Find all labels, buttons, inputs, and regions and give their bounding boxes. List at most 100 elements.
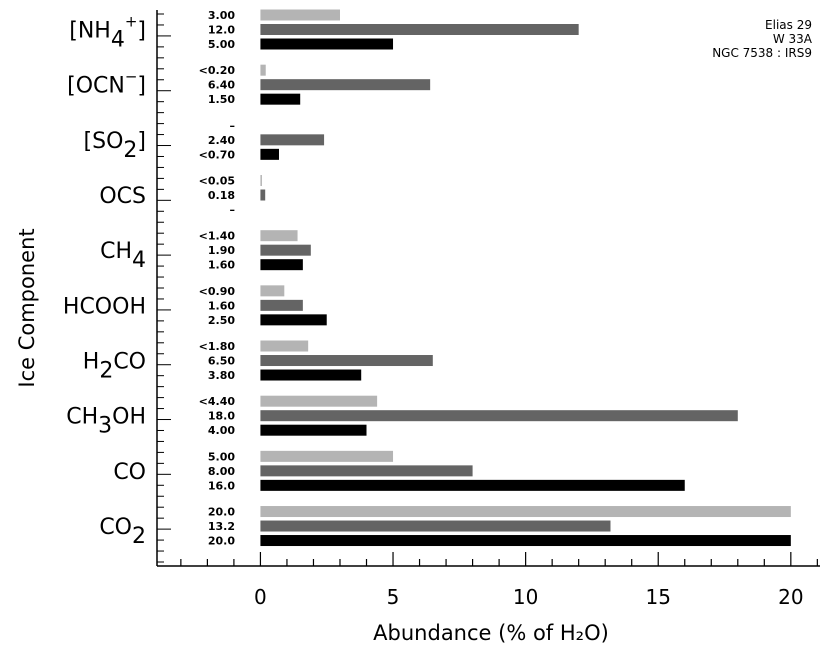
x-axis-title: Abundance (% of H₂O) bbox=[373, 621, 609, 645]
data-label: 0.18 bbox=[208, 189, 235, 202]
bar bbox=[260, 259, 303, 271]
category-label-part: OH bbox=[112, 405, 146, 430]
category-label-part: [NH bbox=[69, 19, 111, 44]
category-label: [OCN−] bbox=[67, 68, 146, 99]
bar bbox=[260, 134, 325, 146]
bar bbox=[260, 244, 311, 256]
value-labels: 3.0012.05.00<0.206.401.50–2.40<0.70<0.05… bbox=[199, 9, 236, 548]
category-label-part: [OCN bbox=[67, 74, 125, 99]
bar bbox=[260, 64, 266, 76]
category-label-part: ] bbox=[137, 19, 146, 44]
data-label: 20.0 bbox=[208, 535, 235, 548]
data-label: 12.0 bbox=[208, 24, 235, 37]
category-label-part: + bbox=[125, 13, 138, 31]
legend-entry: Elias 29 bbox=[765, 18, 812, 32]
bar-group bbox=[260, 9, 791, 547]
y-axis-title: Ice Component bbox=[15, 228, 39, 387]
bar bbox=[260, 395, 378, 407]
data-label: <0.20 bbox=[199, 64, 236, 77]
category-label-part: 2 bbox=[99, 359, 113, 384]
category-label-part: HCOOH bbox=[63, 294, 146, 319]
data-label: 6.40 bbox=[208, 79, 235, 92]
category-label-part: H bbox=[83, 350, 100, 375]
data-label: 20.0 bbox=[208, 506, 235, 519]
bar bbox=[260, 479, 685, 491]
bar bbox=[260, 230, 298, 242]
bar bbox=[260, 285, 285, 297]
data-label: <1.80 bbox=[199, 340, 236, 353]
category-label-part: 2 bbox=[132, 524, 146, 549]
bar bbox=[260, 340, 309, 352]
bar bbox=[260, 79, 431, 91]
bar bbox=[260, 299, 303, 311]
y-axis-ticks bbox=[157, 13, 171, 563]
data-label: 5.00 bbox=[208, 450, 235, 463]
data-label: 6.50 bbox=[208, 355, 235, 368]
data-label: 1.90 bbox=[208, 244, 235, 257]
bar bbox=[260, 369, 362, 381]
data-label: 3.80 bbox=[208, 369, 235, 382]
x-tick-label: 5 bbox=[387, 585, 400, 609]
data-label: <0.70 bbox=[199, 148, 236, 161]
bar bbox=[260, 450, 394, 462]
data-label: <1.40 bbox=[199, 230, 236, 243]
bar bbox=[260, 38, 394, 50]
category-label-part: CO bbox=[99, 515, 132, 540]
category-label-part: CO bbox=[113, 460, 146, 485]
data-label: 13.2 bbox=[208, 520, 235, 533]
data-label: <0.05 bbox=[199, 175, 235, 188]
data-label: <4.40 bbox=[199, 395, 236, 408]
x-axis-ticks: 0 5 10 15 20 bbox=[180, 552, 818, 609]
category-label: H2CO bbox=[83, 350, 146, 384]
legend-entry: W 33A bbox=[773, 32, 813, 46]
bar bbox=[260, 9, 340, 21]
bar bbox=[260, 175, 262, 187]
category-label: [NH4+] bbox=[69, 13, 146, 53]
data-label: 3.00 bbox=[208, 9, 235, 22]
bar bbox=[260, 148, 279, 160]
category-label-part: CO bbox=[113, 350, 146, 375]
category-label-part: 4 bbox=[111, 28, 125, 53]
category-label: CH4 bbox=[100, 239, 146, 273]
category-label: OCS bbox=[99, 184, 146, 209]
x-tick-label: 0 bbox=[254, 585, 267, 609]
bar bbox=[260, 93, 301, 105]
category-label-part: [SO bbox=[84, 129, 124, 154]
category-label-part: OCS bbox=[99, 184, 146, 209]
bar bbox=[260, 520, 611, 532]
x-tick-label: 10 bbox=[513, 585, 538, 609]
data-label: 8.00 bbox=[208, 465, 235, 478]
data-label: 1.60 bbox=[208, 299, 235, 312]
data-label: 2.40 bbox=[208, 134, 235, 147]
bar bbox=[260, 189, 266, 201]
data-label: – bbox=[230, 204, 236, 217]
bar bbox=[260, 355, 433, 367]
category-label-part: 3 bbox=[98, 414, 112, 439]
bar bbox=[260, 410, 738, 422]
bar bbox=[260, 424, 367, 436]
category-label-part: CH bbox=[100, 239, 132, 264]
x-tick-label: 20 bbox=[778, 585, 803, 609]
data-label: 16.0 bbox=[208, 479, 235, 492]
category-label-part: 4 bbox=[132, 248, 146, 273]
category-label-part: − bbox=[125, 68, 138, 86]
category-label-part: 2 bbox=[123, 138, 137, 163]
bar bbox=[260, 314, 327, 326]
data-label: 5.00 bbox=[208, 38, 235, 51]
bar bbox=[260, 506, 791, 518]
category-label: CH3OH bbox=[66, 405, 146, 439]
bar bbox=[260, 24, 579, 35]
category-label-part: ] bbox=[137, 74, 146, 99]
category-label: CO bbox=[113, 460, 146, 485]
legend-entry: NGC 7538 : IRS9 bbox=[712, 46, 812, 60]
category-label: [SO2] bbox=[84, 129, 146, 163]
data-label: 1.60 bbox=[208, 259, 235, 272]
data-label: 4.00 bbox=[208, 424, 235, 437]
data-label: – bbox=[230, 119, 236, 132]
x-tick-label: 15 bbox=[646, 585, 671, 609]
data-label: 18.0 bbox=[208, 410, 235, 423]
category-label: CO2 bbox=[99, 515, 146, 549]
category-labels: [NH4+][OCN−][SO2]OCSCH4HCOOHH2COCH3OHCOC… bbox=[63, 13, 146, 550]
